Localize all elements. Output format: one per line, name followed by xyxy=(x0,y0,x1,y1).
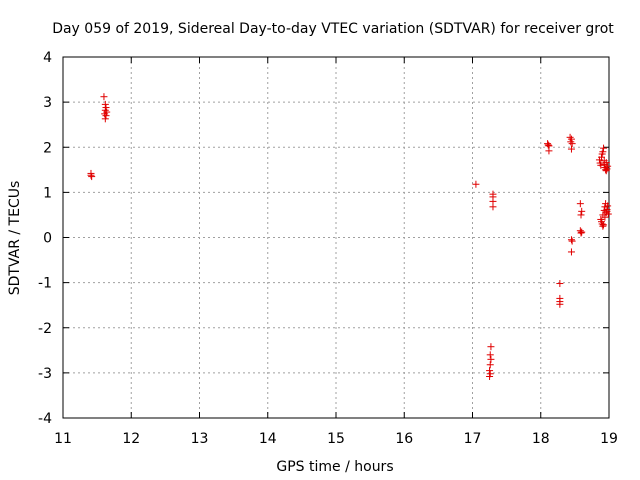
data-point xyxy=(489,203,497,211)
x-tick-label: 12 xyxy=(122,431,140,447)
chart-title: Day 059 of 2019, Sidereal Day-to-day VTE… xyxy=(52,21,614,37)
data-point xyxy=(577,229,585,237)
data-point xyxy=(101,110,109,118)
data-point xyxy=(568,237,576,245)
x-tick-label: 13 xyxy=(191,431,209,447)
data-point xyxy=(602,159,610,167)
data-point xyxy=(600,221,608,229)
data-points xyxy=(87,93,612,380)
data-point xyxy=(567,236,575,244)
x-axis-ticks: 11 12 13 14 15 16 17 18 19 xyxy=(54,57,618,447)
y-tick-label: -3 xyxy=(38,366,52,382)
y-tick-label: -4 xyxy=(38,411,52,427)
data-point xyxy=(578,207,586,215)
x-tick-label: 19 xyxy=(600,431,618,447)
data-point xyxy=(102,112,110,120)
y-tick-label: 1 xyxy=(43,185,52,201)
data-point xyxy=(100,93,108,101)
data-point xyxy=(101,100,109,108)
x-axis-label: GPS time / hours xyxy=(276,459,393,475)
data-point xyxy=(487,343,495,351)
data-point xyxy=(486,361,494,369)
y-tick-label: 4 xyxy=(43,50,52,66)
data-point xyxy=(599,148,607,156)
y-tick-label: -2 xyxy=(38,321,52,337)
data-point xyxy=(567,248,575,256)
data-point xyxy=(487,355,495,363)
data-point xyxy=(602,166,610,174)
y-tick-label: 3 xyxy=(43,95,52,111)
data-point xyxy=(568,140,576,148)
data-point xyxy=(556,280,564,288)
data-point xyxy=(567,145,575,153)
x-tick-label: 17 xyxy=(464,431,482,447)
data-point xyxy=(472,180,480,188)
data-point xyxy=(576,200,584,208)
data-point xyxy=(603,207,611,215)
data-point xyxy=(87,171,95,179)
data-point xyxy=(600,144,608,152)
data-point xyxy=(486,372,494,380)
data-point xyxy=(486,367,494,375)
x-tick-label: 14 xyxy=(259,431,277,447)
x-tick-label: 11 xyxy=(54,431,72,447)
y-axis-ticks: -4 -3 -2 -1 0 1 2 3 4 xyxy=(38,50,609,427)
data-point xyxy=(544,141,552,149)
data-point xyxy=(599,222,607,230)
data-point xyxy=(101,115,109,123)
grid-lines xyxy=(63,57,609,418)
y-tick-label: 0 xyxy=(43,231,52,247)
data-point xyxy=(578,228,586,236)
data-point xyxy=(604,202,612,210)
y-tick-label: 2 xyxy=(43,140,52,156)
x-tick-label: 15 xyxy=(327,431,345,447)
data-point xyxy=(545,147,553,155)
data-point xyxy=(604,162,612,170)
data-point xyxy=(597,161,605,169)
data-point xyxy=(597,153,605,161)
data-point xyxy=(602,167,610,175)
data-point xyxy=(599,211,607,219)
data-point xyxy=(566,133,574,141)
data-point xyxy=(88,173,96,181)
data-point xyxy=(101,106,109,114)
x-tick-label: 16 xyxy=(395,431,413,447)
data-point xyxy=(577,211,585,219)
x-tick-label: 18 xyxy=(532,431,550,447)
y-axis-label: SDTVAR / TECUs xyxy=(7,181,23,296)
data-point xyxy=(486,351,494,359)
data-point xyxy=(567,138,575,146)
y-tick-label: -1 xyxy=(38,276,52,292)
data-point xyxy=(556,300,564,308)
